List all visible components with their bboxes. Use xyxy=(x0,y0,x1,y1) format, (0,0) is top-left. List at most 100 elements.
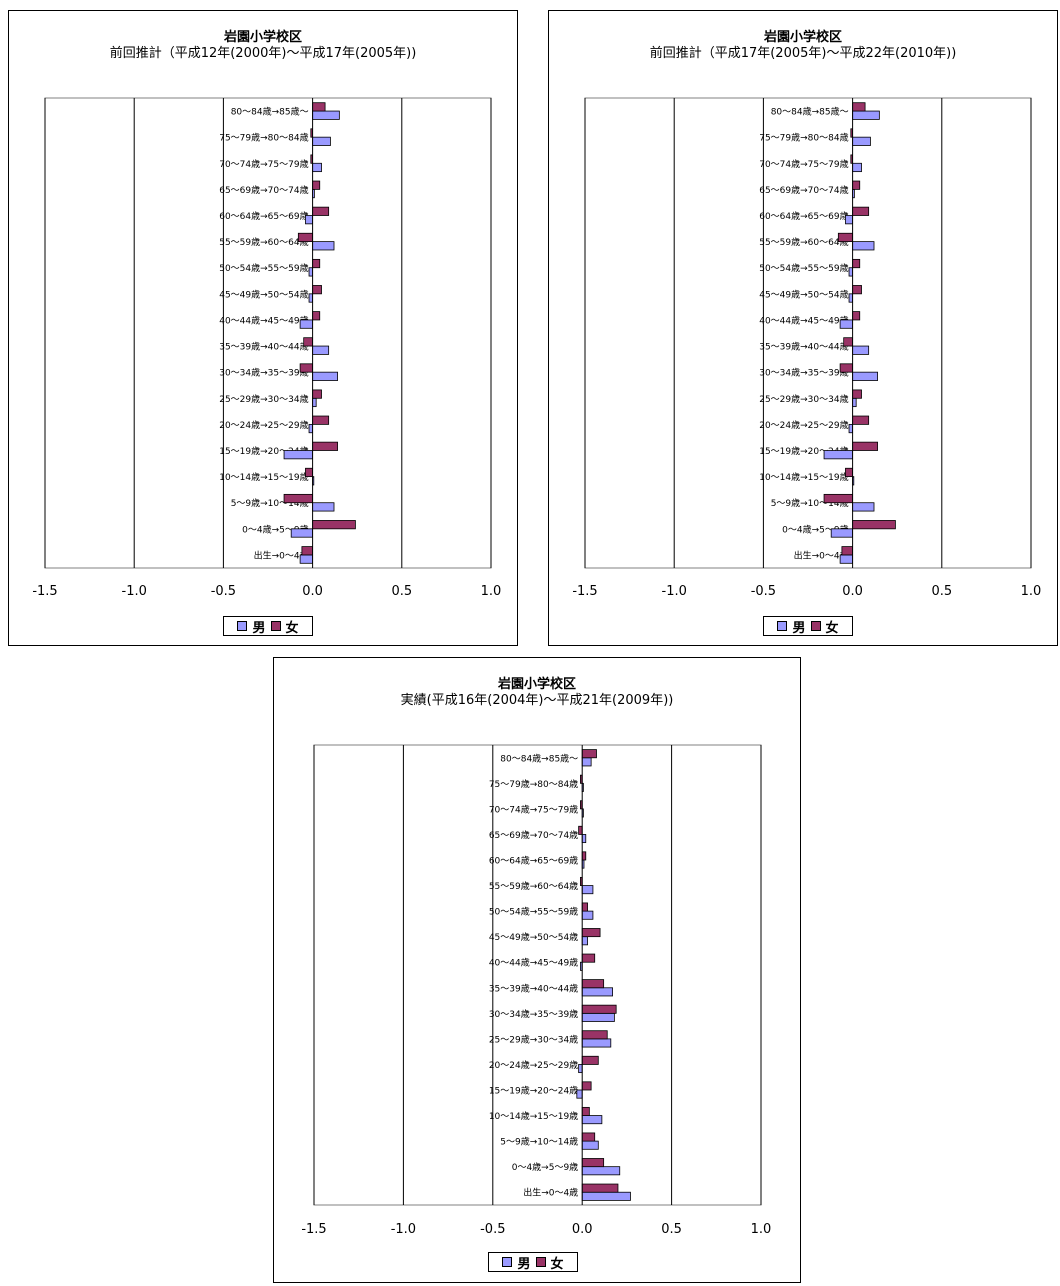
bar-female xyxy=(581,928,601,938)
bar-female xyxy=(301,546,313,556)
bar-chart-svg: 80～84歳→85歳～ 75～79歳→80～84歳 70～74歳→75～79歳 65～… xyxy=(301,744,771,1237)
category-label: 30～34歳→35～39歳 xyxy=(489,1008,578,1020)
legend-female-label: 女 xyxy=(550,1256,564,1272)
category-label: 20～24歳→25～29歳 xyxy=(759,419,848,431)
bar-male xyxy=(581,834,587,844)
bar-female xyxy=(852,311,861,321)
legend-male-swatch xyxy=(237,621,248,631)
bar-male xyxy=(576,1089,583,1099)
category-label: 15～19歳→20～24歳 xyxy=(489,1085,578,1097)
bar-female xyxy=(581,1106,590,1116)
bar-male xyxy=(283,450,314,460)
title-line: 岩園小学校区 xyxy=(223,30,302,45)
legend-male-label: 男 xyxy=(252,620,266,636)
legend-female-label: 女 xyxy=(825,620,839,636)
bar-male xyxy=(848,423,854,434)
bar-male xyxy=(312,241,335,251)
category-label: 55～59歳→60～64歳 xyxy=(759,236,848,248)
category-label: 35～39歳→40～44歳 xyxy=(219,341,308,353)
category-label: 45～49歳→50～54歳 xyxy=(219,288,308,300)
bar-male xyxy=(581,910,594,920)
bar-male xyxy=(581,987,613,997)
bar-female xyxy=(581,902,588,912)
category-label: 45～49歳→50～54歳 xyxy=(489,931,578,943)
bar-male xyxy=(581,1166,621,1176)
legend-female-swatch xyxy=(810,621,821,631)
x-tick-label: -0.5 xyxy=(480,1222,505,1237)
bar-female xyxy=(299,363,313,373)
category-label: 70～74歳→75～79歳 xyxy=(759,158,848,170)
category-label: 25～29歳→30～34歳 xyxy=(489,1033,578,1045)
bar-male xyxy=(312,397,317,408)
bar-female xyxy=(303,337,313,347)
bar-female xyxy=(581,979,605,989)
bar-female xyxy=(581,1030,608,1040)
category-label: 60～64歳→65～69歳 xyxy=(489,855,578,867)
category-label: 40～44歳→45～49歳 xyxy=(489,957,578,969)
x-tick-label: 0.0 xyxy=(842,584,863,599)
legend-male-label: 男 xyxy=(517,1256,531,1272)
bar-male xyxy=(852,502,875,512)
bar-male xyxy=(830,528,853,538)
x-tick-label: -1.5 xyxy=(301,1222,326,1237)
chart-title: 岩園小学校区 前回推計（平成17年(2005年)～平成22年(2010年)) xyxy=(549,30,1057,62)
category-label: 25～29歳→30～34歳 xyxy=(219,393,308,405)
category-label: 10～14歳→15～19歳 xyxy=(219,471,308,483)
bar-male xyxy=(312,136,331,146)
bar-chart-svg: 80～84歳→85歳～ 75～79歳→80～84歳 70～74歳→75～79歳 65～… xyxy=(572,97,1042,599)
title-line: 岩園小学校区 xyxy=(497,677,576,692)
bar-female xyxy=(581,1081,592,1091)
bar-female xyxy=(581,1004,617,1014)
bar-male xyxy=(581,1140,599,1150)
bar-female xyxy=(581,1132,596,1142)
category-label: 70～74歳→75～79歳 xyxy=(219,158,308,170)
bar-male xyxy=(312,371,338,381)
x-tick-label: 0.0 xyxy=(302,584,323,599)
bar-female xyxy=(852,415,870,425)
chart-title: 岩園小学校区 前回推計（平成12年(2000年)～平成17年(2005年)) xyxy=(9,30,517,62)
bar-male xyxy=(308,293,314,303)
category-label: 65～69歳→70～74歳 xyxy=(489,829,578,841)
bar-female xyxy=(837,232,854,243)
category-label: 出生→0～4歳 xyxy=(794,549,849,561)
legend: 男 女 xyxy=(488,1252,578,1272)
category-label: 65～69歳→70～74歳 xyxy=(219,184,308,196)
chart-title: 岩園小学校区 実績(平成16年(2004年)～平成21年(2009年)) xyxy=(274,677,800,709)
x-tick-label: -1.0 xyxy=(391,1222,416,1237)
bar-female xyxy=(852,180,861,190)
x-tick-label: -0.5 xyxy=(751,584,776,599)
category-label: 75～79歳→80～84歳 xyxy=(489,778,578,790)
category-label: 75～79歳→80～84歳 xyxy=(759,132,848,144)
category-label: 45～49歳→50～54歳 xyxy=(759,288,848,300)
subtitle-line: 前回推計（平成17年(2005年)～平成22年(2010年)) xyxy=(649,46,957,61)
bar-female xyxy=(581,1183,619,1193)
category-label: 60～64歳→65～69歳 xyxy=(759,210,848,222)
category-label: 80～84歳→85歳～ xyxy=(771,106,849,118)
category-label: 50～54歳→55～59歳 xyxy=(489,906,578,918)
bar-female xyxy=(312,415,330,425)
subtitle-line: 前回推計（平成12年(2000年)～平成17年(2005年)) xyxy=(109,46,417,61)
legend-male-swatch xyxy=(777,621,788,631)
bar-male xyxy=(312,345,330,355)
bar-male xyxy=(581,1012,615,1022)
bar-female xyxy=(312,285,322,295)
category-label: 出生→0～4歳 xyxy=(523,1187,578,1199)
bar-female xyxy=(297,232,314,243)
bar-female xyxy=(581,1055,599,1065)
category-label: 20～24歳→25～29歳 xyxy=(219,419,308,431)
bar-female xyxy=(581,851,587,861)
bar-male xyxy=(823,450,854,460)
bar-male xyxy=(852,241,875,251)
bar-female xyxy=(312,389,322,399)
category-label: 10～14歳→15～19歳 xyxy=(759,471,848,483)
bar-male xyxy=(308,267,314,277)
x-tick-label: 1.0 xyxy=(1021,584,1042,599)
bar-female xyxy=(581,953,596,963)
bar-male xyxy=(290,528,313,538)
chart-panel-2: 岩園小学校区 実績(平成16年(2004年)～平成21年(2009年)) 80～… xyxy=(273,657,801,1283)
bar-female xyxy=(312,206,330,216)
category-label: 40～44歳→45～49歳 xyxy=(759,314,848,326)
subtitle-line: 実績(平成16年(2004年)～平成21年(2009年)) xyxy=(400,693,674,708)
category-label: 60～64歳→65～69歳 xyxy=(219,210,308,222)
x-tick-label: 0.5 xyxy=(661,1222,682,1237)
